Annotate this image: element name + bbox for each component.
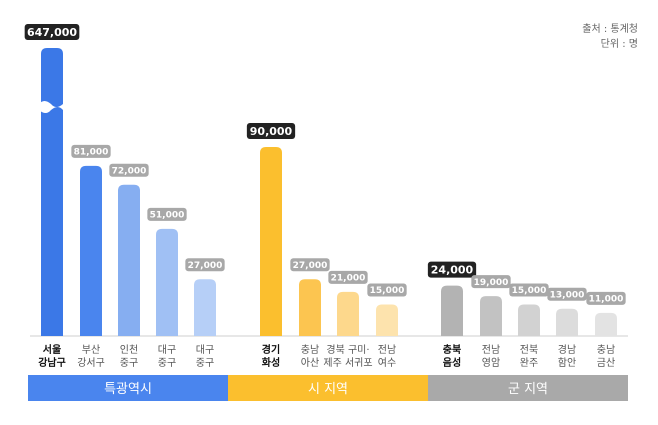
category-label-line1: 인천 — [120, 344, 138, 356]
category-label-line1: 서울 — [43, 343, 61, 356]
value-label: 647,000 — [27, 26, 77, 39]
category-label-line2: 금산 — [597, 357, 615, 369]
value-label-bg — [185, 258, 225, 272]
category-label-line2: 중구 — [158, 357, 176, 369]
group-band — [228, 375, 428, 401]
group-band-label: 군 지역 — [508, 382, 548, 397]
bar — [480, 296, 502, 336]
bar — [156, 228, 178, 336]
category-label-line1: 전남 — [378, 344, 396, 356]
value-label: 13,000 — [550, 290, 585, 300]
category-label-line2: 제주 서귀포 — [323, 357, 372, 369]
category-label-line2: 강남구 — [38, 356, 66, 369]
group-band-label: 시 지역 — [308, 382, 348, 397]
category-label-line1: 경북 구미· — [326, 343, 369, 356]
bar — [376, 304, 398, 336]
value-label: 15,000 — [370, 286, 405, 296]
value-label: 19,000 — [474, 278, 509, 288]
bar — [556, 308, 578, 336]
category-label-line2: 화성 — [262, 356, 280, 369]
value-label: 27,000 — [188, 261, 223, 271]
category-label-line1: 부산 — [82, 344, 100, 356]
category-label-line2: 중구 — [120, 357, 138, 369]
bar — [41, 48, 63, 336]
bar — [260, 147, 282, 336]
value-label-bg — [427, 261, 477, 278]
bar — [194, 279, 216, 336]
value-label-bg — [24, 24, 80, 40]
value-label-bg — [147, 207, 187, 221]
bar — [118, 184, 140, 336]
category-label-line1: 충남 — [597, 344, 615, 356]
bar — [518, 304, 540, 336]
unit-line: 단위 : 명 — [600, 39, 638, 50]
category-label-line1: 경남 — [558, 343, 576, 356]
value-label-bg — [109, 163, 149, 177]
value-label-bg — [367, 283, 407, 297]
group-band — [428, 375, 628, 401]
value-label: 15,000 — [512, 286, 547, 296]
category-label-line1: 충북 — [443, 343, 461, 356]
bar — [80, 165, 102, 336]
group-band — [28, 375, 228, 401]
value-label: 11,000 — [589, 295, 624, 305]
value-label-bg — [471, 275, 511, 289]
axis-break-mark — [39, 101, 63, 113]
value-label-bg — [71, 144, 111, 158]
category-label-line2: 여수 — [378, 357, 396, 369]
value-label-bg — [328, 270, 368, 284]
value-label-bg — [547, 287, 587, 301]
value-label: 72,000 — [112, 167, 147, 177]
source-note: 출처 : 통계청 단위 : 명 — [582, 22, 638, 52]
value-label: 81,000 — [74, 148, 109, 158]
category-label-line1: 대구 — [196, 344, 214, 356]
category-label-line1: 경기 — [262, 343, 280, 356]
bar — [441, 285, 463, 336]
value-label-bg — [509, 283, 549, 297]
value-label-bg — [246, 123, 296, 139]
category-label-line2: 영암 — [482, 357, 500, 369]
value-label: 90,000 — [250, 125, 293, 138]
value-label-bg — [290, 258, 330, 272]
category-label-line2: 중구 — [196, 357, 214, 369]
group-band-label: 특광역시 — [104, 382, 152, 397]
category-label-line1: 대구 — [158, 344, 176, 356]
bar — [337, 291, 359, 336]
bar — [299, 279, 321, 336]
category-label-line2: 강서구 — [77, 357, 105, 369]
category-label-line1: 전남 — [482, 344, 500, 356]
source-line: 출처 : 통계청 — [582, 24, 638, 35]
value-label: 21,000 — [331, 274, 366, 284]
value-label: 51,000 — [150, 211, 185, 221]
category-label-line2: 함안 — [558, 357, 576, 369]
bar — [595, 312, 617, 336]
category-label-line2: 음성 — [443, 356, 461, 369]
category-label-line1: 충남 — [301, 344, 319, 356]
category-label-line1: 전북 — [520, 344, 538, 356]
category-label-line2: 아산 — [301, 357, 319, 369]
value-label: 24,000 — [431, 264, 474, 277]
category-label-line2: 완주 — [520, 357, 538, 369]
value-label-bg — [586, 291, 626, 305]
value-label: 27,000 — [293, 261, 328, 271]
